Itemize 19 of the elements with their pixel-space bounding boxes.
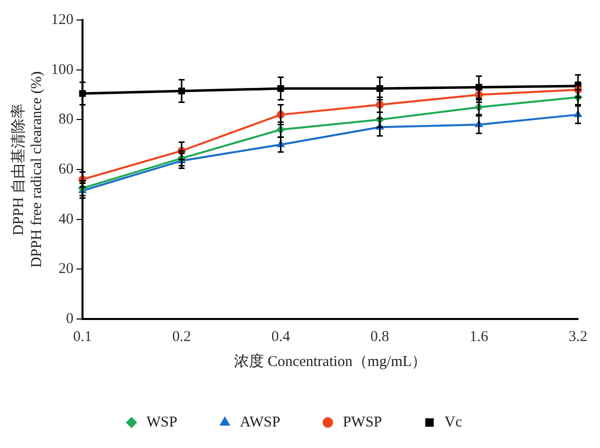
x-tick-label: 0.1 [73,328,92,345]
y-tick-label: 60 [58,161,74,178]
y-tick-label: 0 [66,310,74,327]
x-tick-label: 1.6 [470,328,489,345]
legend-label: Vc [444,414,462,430]
y-tick-label: 100 [51,62,74,78]
legend-label: AWSP [240,414,280,430]
y-tick-label: 20 [58,261,74,278]
x-axis-title: 浓度 Concentration（mg/mL） [234,352,427,370]
legend-label: WSP [146,414,178,430]
y-tick-label: 80 [58,112,74,128]
y-tick-label: 40 [58,211,74,228]
legend-label: PWSP [342,414,382,430]
x-tick-label: 0.4 [271,328,291,345]
x-tick-label: 0.8 [370,328,390,345]
y-axis-title: DPPH 自由基清除率 DPPH free radical clearance (%) [10,71,45,268]
y-tick-label: 120 [51,12,74,28]
x-tick-label: 3.2 [568,328,588,345]
x-tick-label: 0.2 [172,328,191,345]
